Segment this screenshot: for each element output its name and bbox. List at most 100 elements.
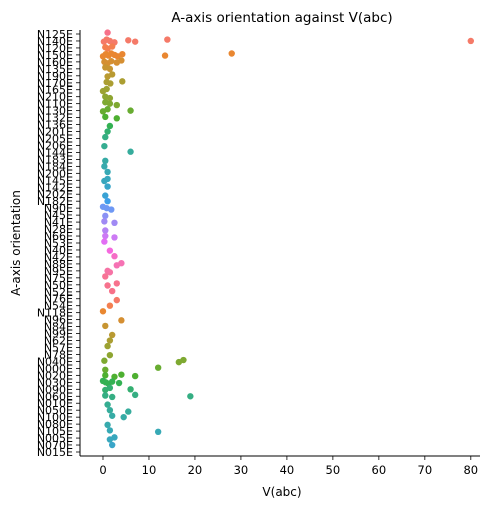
data-point <box>164 36 171 43</box>
data-point <box>104 342 111 350</box>
data-point <box>118 260 125 267</box>
x-tick-label: 50 <box>326 463 341 477</box>
x-tick-label: 0 <box>99 463 106 477</box>
y-tick-label: N40E <box>44 244 73 257</box>
y-tick-label: N66E <box>44 230 73 243</box>
y-tick-label: N183E <box>37 153 73 166</box>
y-tick-label: N84E <box>44 321 73 334</box>
y-tick-label: N110E <box>37 98 73 111</box>
y-axis-label: A-axis orientation <box>9 190 23 296</box>
y-tick-label: N136E <box>37 119 73 132</box>
data-point <box>101 218 108 225</box>
data-point <box>111 219 118 226</box>
y-tick-label: N144E <box>37 146 73 159</box>
data-point <box>111 234 118 241</box>
data-point <box>104 175 111 183</box>
data-point <box>118 371 125 378</box>
y-tick-label: N205E <box>37 133 73 146</box>
data-point <box>102 133 109 141</box>
y-tick-label: N090E <box>37 383 73 396</box>
y-tick-label: N62E <box>44 335 73 348</box>
data-points <box>99 29 475 449</box>
y-tick-label: N50E <box>44 279 73 292</box>
y-tick-label: N000E <box>37 362 73 375</box>
y-tick-label: N142E <box>37 181 73 194</box>
y-tick-label: N010E <box>37 397 73 410</box>
data-point <box>106 65 114 73</box>
data-point <box>104 183 111 190</box>
y-tick-label: N130E <box>37 105 73 118</box>
y-tick-label: N41E <box>44 216 73 229</box>
data-point <box>102 113 109 121</box>
data-point <box>101 142 108 150</box>
data-point <box>106 100 114 107</box>
data-point <box>108 412 116 419</box>
data-point <box>106 384 114 392</box>
data-point <box>118 317 125 324</box>
y-tick-label: N78E <box>44 348 73 361</box>
data-point <box>104 106 111 113</box>
data-point <box>102 227 109 234</box>
x-axis: 0 10 20 30 40 50 60 70 80 <box>99 456 478 477</box>
y-tick-label: N42E <box>44 251 73 264</box>
y-tick-label: N040E <box>37 355 73 368</box>
x-axis-label: V(abc) <box>262 485 301 499</box>
data-point <box>161 52 169 59</box>
y-tick-label: N020E <box>37 369 73 382</box>
data-point <box>104 168 111 176</box>
data-point <box>106 351 114 359</box>
x-tick-label: 80 <box>463 463 478 477</box>
y-tick-label: N160E <box>37 56 73 69</box>
y-tick-label: N105E <box>37 425 73 438</box>
y-tick-label: N45E <box>44 209 73 222</box>
data-point <box>120 413 127 421</box>
y-tick-label: N99E <box>44 328 73 341</box>
data-point <box>467 37 475 45</box>
x-tick-label: 20 <box>188 463 203 477</box>
x-tick-label: 30 <box>234 463 249 477</box>
data-point <box>102 212 109 220</box>
y-tick-label: N135E <box>37 63 73 76</box>
data-point <box>106 247 114 254</box>
y-tick-label: N080E <box>37 418 73 431</box>
data-point <box>103 85 110 93</box>
data-point <box>106 427 114 434</box>
y-tick-label: N070E <box>37 439 73 452</box>
data-point <box>108 287 116 295</box>
data-point <box>119 78 126 85</box>
data-point <box>104 128 111 135</box>
y-tick-label: N190E <box>37 70 73 83</box>
y-axis: N125EN140EN120EN150EN160EN135EN190EN170E… <box>37 28 80 459</box>
y-tick-label: N54E <box>44 300 73 313</box>
y-tick-label: N88E <box>44 258 73 271</box>
y-tick-label: N182E <box>37 195 73 208</box>
y-tick-label: N96E <box>44 314 73 327</box>
data-point <box>108 393 116 401</box>
data-point <box>127 386 134 393</box>
y-tick-label: N125E <box>37 28 73 41</box>
y-tick-label: N150E <box>37 49 73 62</box>
y-tick-label: N200E <box>37 167 73 180</box>
data-point <box>154 428 162 435</box>
data-point <box>131 391 139 399</box>
y-tick-label: N53E <box>44 237 73 250</box>
chart-title: A-axis orientation against V(abc) <box>171 10 392 26</box>
y-tick-label: N140E <box>37 35 73 48</box>
x-tick-label: 60 <box>372 463 387 477</box>
y-tick-label: N165E <box>37 84 73 97</box>
data-point <box>99 308 107 315</box>
data-point <box>125 37 132 44</box>
data-point <box>102 366 109 373</box>
data-point <box>101 163 108 170</box>
data-point <box>180 356 187 364</box>
data-point <box>102 392 109 399</box>
data-point <box>104 401 111 408</box>
y-tick-label: N050E <box>37 404 73 417</box>
y-tick-label: N030E <box>37 376 73 389</box>
data-point <box>187 393 194 400</box>
data-point <box>113 296 120 304</box>
data-point <box>102 273 109 280</box>
data-point <box>108 331 116 339</box>
data-point <box>102 232 109 240</box>
